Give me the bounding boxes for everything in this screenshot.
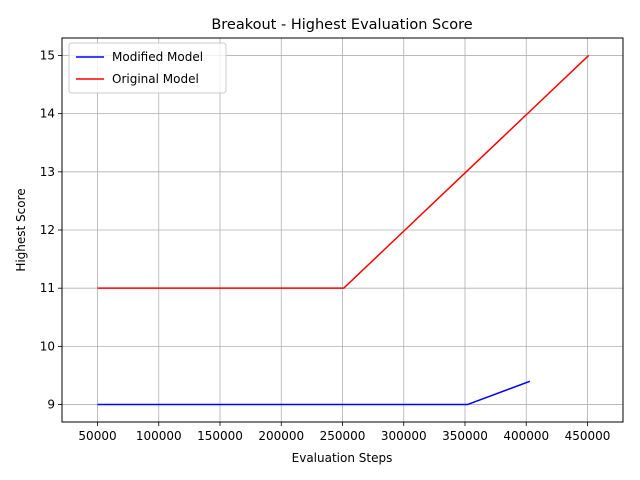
x-axis-label: Evaluation Steps xyxy=(292,451,393,465)
legend: Modified Model Original Model xyxy=(68,42,227,94)
y-tick-label: 10 xyxy=(40,339,55,353)
y-tick-label: 15 xyxy=(40,48,55,62)
x-axis-ticks: 50000 100000 150000 200000 250000 300000 35000… xyxy=(78,422,610,443)
chart-title: Breakout - Highest Evaluation Score xyxy=(211,17,472,33)
y-tick-label: 11 xyxy=(40,281,55,295)
x-tick-label: 450000 xyxy=(565,429,611,443)
legend-box xyxy=(68,42,227,94)
x-tick-label: 150000 xyxy=(197,429,243,443)
legend-label-modified-model: Modified Model xyxy=(112,50,203,64)
y-axis-ticks: 9 10 11 12 13 14 15 xyxy=(40,48,62,412)
series-line-modified-model xyxy=(97,380,531,406)
y-tick-label: 9 xyxy=(47,398,55,412)
y-tick-label: 12 xyxy=(40,223,55,237)
x-tick-label: 350000 xyxy=(442,429,488,443)
x-tick-label: 200000 xyxy=(258,429,304,443)
series-line-original-model xyxy=(97,54,590,289)
y-axis-label: Highest Score xyxy=(14,188,28,271)
x-tick-label: 100000 xyxy=(136,429,182,443)
y-tick-label: 13 xyxy=(40,165,55,179)
x-tick-label: 50000 xyxy=(78,429,116,443)
y-tick-label: 14 xyxy=(40,107,55,121)
x-tick-label: 400000 xyxy=(503,429,549,443)
x-tick-label: 300000 xyxy=(381,429,427,443)
series-layer xyxy=(97,54,590,406)
x-tick-label: 250000 xyxy=(320,429,366,443)
legend-label-original-model: Original Model xyxy=(112,72,199,86)
